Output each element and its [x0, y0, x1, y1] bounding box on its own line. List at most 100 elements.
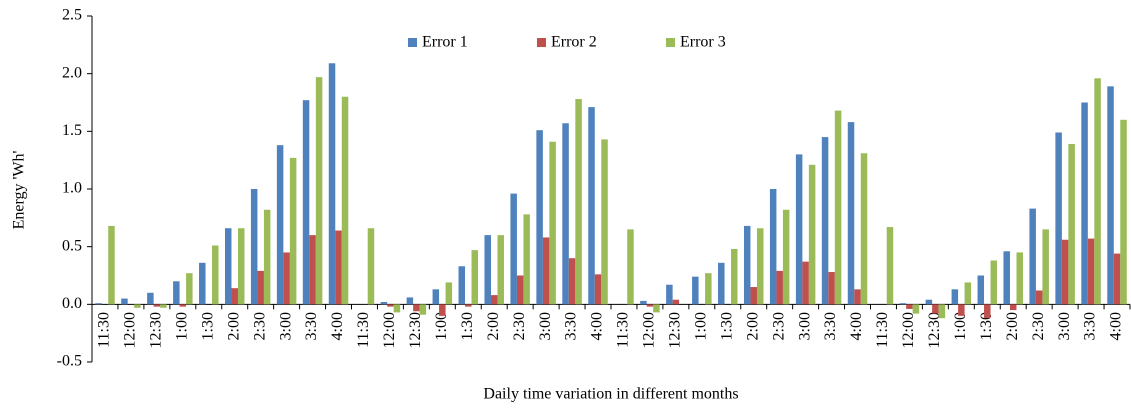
y-tick-label: 1.0 — [62, 180, 82, 197]
bar — [750, 287, 757, 305]
bar — [484, 235, 491, 305]
x-tick-label: 1:30 — [199, 312, 216, 340]
bar — [510, 193, 517, 305]
bar — [263, 209, 271, 305]
bar — [705, 273, 712, 305]
bar — [1107, 86, 1114, 305]
bar — [465, 304, 472, 307]
bar — [731, 248, 738, 305]
bar — [899, 303, 907, 305]
bar — [886, 227, 894, 305]
x-axis-title: Daily time variation in different months — [483, 386, 738, 403]
x-tick-label: 2:00 — [225, 312, 242, 340]
bar — [906, 304, 913, 309]
bar — [964, 282, 972, 305]
y-tick-label: 2.5 — [62, 7, 82, 24]
x-tick-label: 1:00 — [692, 312, 709, 340]
bar — [640, 300, 647, 305]
bar — [1081, 102, 1088, 305]
bar — [984, 304, 991, 319]
bar — [445, 282, 453, 305]
bar — [439, 304, 446, 316]
x-tick-label: 3:30 — [563, 312, 580, 340]
x-tick-label: 4:00 — [848, 312, 865, 340]
x-tick-label: 4:00 — [589, 312, 606, 340]
bar — [393, 304, 401, 313]
bar — [257, 270, 264, 305]
bar — [932, 304, 939, 314]
bar — [186, 273, 193, 305]
bar — [1009, 304, 1017, 311]
x-tick-label: 1:30 — [978, 312, 995, 340]
bar — [990, 260, 998, 305]
bar — [309, 235, 316, 305]
bar — [153, 304, 161, 307]
x-tick-label: 12:30 — [667, 312, 684, 348]
bar — [237, 228, 245, 305]
bar — [276, 145, 284, 305]
bar — [588, 107, 595, 305]
x-tick-label: 11:30 — [355, 312, 372, 348]
bar — [847, 122, 855, 305]
bar — [977, 275, 985, 305]
x-tick-label: 2:30 — [770, 312, 787, 340]
bar — [283, 252, 290, 305]
bar — [1035, 290, 1043, 305]
bar — [1087, 238, 1095, 305]
bar — [802, 261, 809, 305]
bar — [328, 63, 336, 305]
bar — [1094, 78, 1101, 305]
bar — [224, 228, 232, 305]
bar — [860, 153, 868, 305]
bar — [601, 139, 608, 305]
bar — [1003, 251, 1010, 305]
x-tick-label: 3:00 — [277, 312, 294, 340]
x-tick-label: 2:30 — [1030, 312, 1047, 340]
bar — [1029, 208, 1036, 305]
bar — [315, 77, 323, 305]
x-tick-label: 2:30 — [511, 312, 528, 340]
x-tick-label: 12:00 — [900, 312, 917, 348]
x-tick-label: 1:30 — [718, 312, 735, 340]
bar — [627, 229, 634, 305]
bar — [289, 157, 297, 305]
y-axis-title: Energy 'Wh' — [11, 150, 28, 229]
bar — [471, 250, 479, 305]
bar — [575, 99, 582, 305]
bar — [380, 302, 388, 305]
y-tick-label: 1.5 — [62, 122, 82, 139]
bar — [938, 304, 946, 319]
bar — [672, 299, 680, 305]
bar — [458, 266, 466, 305]
x-tick-label: 2:00 — [1004, 312, 1021, 340]
x-tick-label: 2:30 — [251, 312, 268, 340]
bar — [134, 304, 141, 308]
bar — [653, 304, 660, 313]
bar — [212, 245, 219, 305]
bar — [808, 164, 816, 305]
bar — [1042, 229, 1049, 305]
x-tick-label: 12:30 — [407, 312, 424, 348]
bar — [666, 284, 673, 305]
bar — [335, 230, 342, 305]
x-tick-label: 4:00 — [329, 312, 346, 340]
bar — [958, 304, 965, 316]
bar — [179, 304, 187, 307]
legend-label: Error 2 — [551, 34, 597, 51]
x-tick-label: 3:00 — [1056, 312, 1073, 340]
x-tick-label: 3:00 — [796, 312, 813, 340]
bar — [1055, 132, 1062, 305]
bar — [594, 274, 602, 305]
bar — [1068, 144, 1075, 305]
bar — [523, 214, 530, 305]
bar — [147, 292, 154, 305]
bar — [542, 237, 550, 305]
x-tick-label: 3:00 — [537, 312, 554, 340]
bar — [756, 228, 764, 305]
bar — [562, 123, 569, 305]
bar — [367, 228, 375, 305]
x-tick-label: 1:00 — [173, 312, 190, 340]
x-tick-label: 11:30 — [615, 312, 632, 348]
x-tick-label: 4:00 — [1108, 312, 1125, 340]
bar — [646, 304, 654, 307]
